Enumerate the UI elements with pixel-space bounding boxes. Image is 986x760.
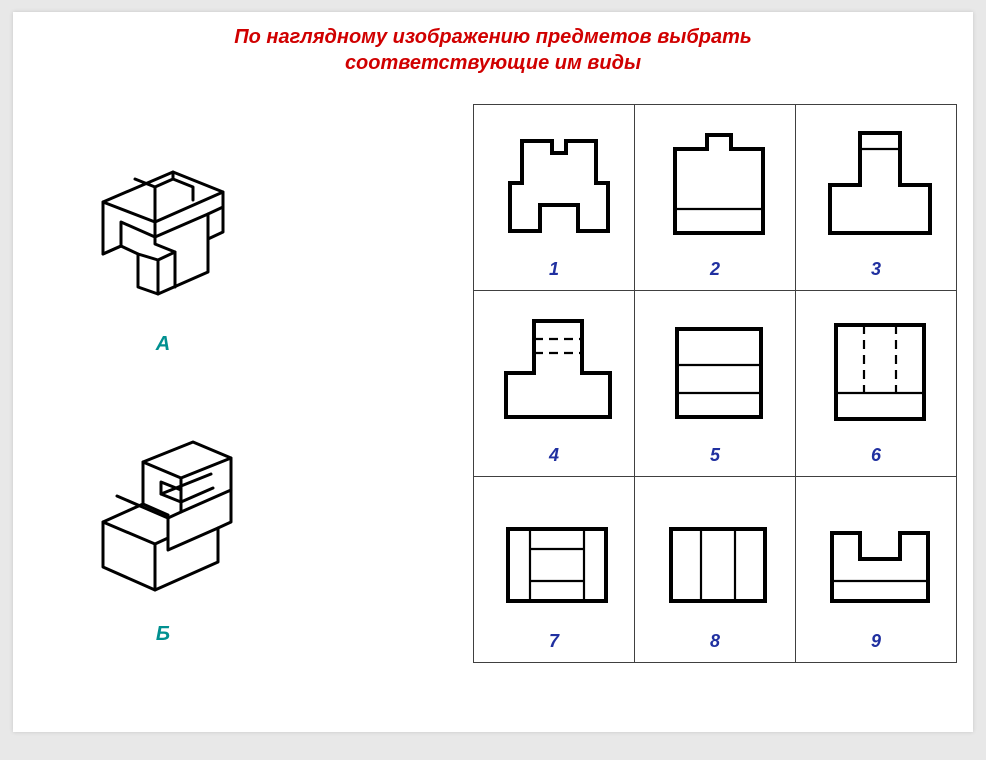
grid-cell-6: 6	[796, 291, 957, 477]
cell-label-4: 4	[474, 445, 634, 476]
isometric-drawing-B	[63, 412, 263, 612]
isometric-view-B: Б	[53, 412, 273, 646]
cell-label-8: 8	[635, 631, 795, 662]
view-drawing-4	[474, 299, 634, 447]
grid-cell-9: 9	[796, 477, 957, 663]
view-drawing-5	[635, 299, 795, 447]
grid-cell-5: 5	[635, 291, 796, 477]
page-title: По наглядному изображению предметов выбр…	[13, 24, 973, 76]
isometric-label-B: Б	[53, 623, 273, 646]
grid-cell-8: 8	[635, 477, 796, 663]
worksheet-page: По наглядному изображению предметов выбр…	[13, 12, 973, 732]
cell-label-5: 5	[635, 445, 795, 476]
title-line-1: По наглядному изображению предметов выбр…	[234, 26, 751, 48]
view-drawing-8	[635, 485, 795, 633]
grid-cell-3: 3	[796, 105, 957, 291]
view-drawing-9	[796, 485, 956, 633]
grid-cell-4: 4	[474, 291, 635, 477]
grid-cell-7: 7	[474, 477, 635, 663]
isometric-view-A: А	[53, 122, 273, 356]
view-drawing-2	[635, 113, 795, 261]
grid-cell-1: 1	[474, 105, 635, 291]
cell-label-7: 7	[474, 631, 634, 662]
cell-label-6: 6	[796, 445, 956, 476]
view-drawing-3	[796, 113, 956, 261]
view-drawing-6	[796, 299, 956, 447]
isometric-drawing-A	[63, 122, 263, 322]
cell-label-9: 9	[796, 631, 956, 662]
title-line-2: соответствующие им виды	[345, 52, 641, 74]
cell-label-2: 2	[635, 259, 795, 290]
grid-cell-2: 2	[635, 105, 796, 291]
view-drawing-7	[474, 485, 634, 633]
cell-label-1: 1	[474, 259, 634, 290]
cell-label-3: 3	[796, 259, 956, 290]
answer-grid: 123 456 789	[473, 104, 957, 663]
isometric-label-A: А	[53, 333, 273, 356]
view-drawing-1	[474, 113, 634, 261]
